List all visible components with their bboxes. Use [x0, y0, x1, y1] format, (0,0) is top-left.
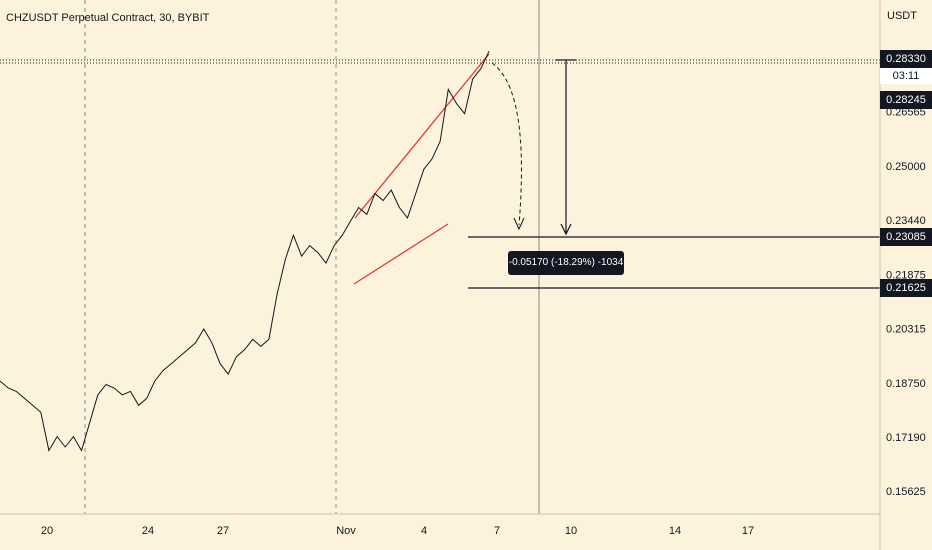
price-tick-label: 0.20315 — [886, 323, 926, 335]
price-unit: USDT — [887, 10, 917, 22]
projection-arrow-icon — [513, 217, 525, 231]
price-tick-label: 0.15625 — [886, 486, 926, 498]
second-price-tag: 0.28245 — [880, 91, 932, 109]
time-axis[interactable]: 20 24 27 Nov 4 7 10 14 17 — [41, 525, 754, 537]
price-axis[interactable]: 0.26565 0.25000 0.23440 0.21875 0.20315 0.187… — [886, 106, 926, 498]
time-tick-label: 10 — [565, 525, 577, 537]
channel-lower-line[interactable] — [353, 223, 449, 285]
last-price-tag: 0.28330 — [880, 50, 932, 68]
price-tick-label: 0.17190 — [886, 432, 926, 444]
drawings-layer — [0, 0, 880, 514]
time-tick-label: 20 — [41, 525, 53, 537]
time-tick-label: 4 — [421, 525, 427, 537]
measure-label: -0.05170 (-18.29%) -1034 — [508, 251, 624, 275]
chart-title: CHZUSDT Perpetual Contract, 30, BYBIT — [6, 12, 210, 24]
price-tick-label: 0.26565 — [886, 106, 926, 118]
time-tick-label: 27 — [217, 525, 229, 537]
time-tick-label: 17 — [742, 525, 754, 537]
channel-upper-line[interactable] — [354, 53, 490, 219]
price-tick-label: 0.25000 — [886, 161, 926, 173]
time-tick-label: Nov — [336, 525, 356, 537]
time-tick-label: 7 — [494, 525, 500, 537]
time-tick-label: 14 — [669, 525, 681, 537]
time-tick-label: 24 — [142, 525, 154, 537]
price-tick-label: 0.21875 — [886, 269, 926, 281]
target-1-tag: 0.23085 — [880, 228, 932, 246]
projection-curve[interactable] — [491, 62, 522, 226]
candle-countdown: 03:11 — [880, 68, 932, 84]
measure-arrow-icon — [560, 223, 572, 236]
target-2-tag: 0.21625 — [880, 279, 932, 297]
price-series-line — [0, 50, 490, 452]
price-tick-label: 0.23440 — [886, 215, 926, 227]
price-tick-label: 0.18750 — [886, 378, 926, 390]
